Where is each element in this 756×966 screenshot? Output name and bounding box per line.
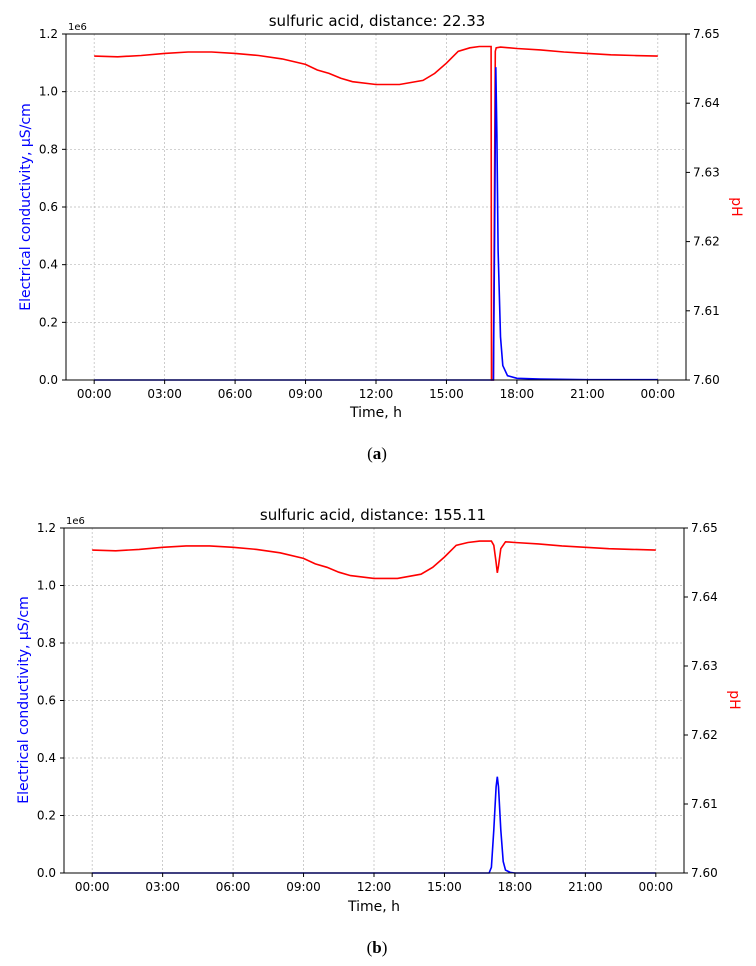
y-tick-label: 0.2 [37,809,56,823]
y-axis-left: 0.0 0.2 0.4 0.6 0.8 1.0 1.2 [39,27,66,387]
y-tick-label: 0.0 [37,866,56,880]
x-tick-label: 03:00 [147,387,182,401]
y2-tick-label: 7.61 [691,797,718,811]
grid [64,528,684,873]
y-axis-label: Electrical conductivity, µS/cm [16,596,32,803]
ph-series-line [92,540,656,580]
y2-tick-label: 7.64 [693,96,720,110]
x-axis-label: Time, h [349,405,402,421]
panel-b: sulfuric acid, distance: 155.11 1e6 00:0… [16,506,742,957]
y2-tick-label: 7.63 [693,165,720,179]
x-tick-label: 00:00 [641,387,676,401]
y2-axis-label: pH [728,197,744,216]
y-tick-label: 0.6 [39,200,58,214]
y2-tick-label: 7.65 [693,27,720,41]
y2-tick-label: 7.62 [693,235,720,249]
y-tick-label: 0.4 [39,258,58,272]
x-axis: 00:00 03:00 06:00 09:00 12:00 15:00 18:00 21:00… [75,873,673,894]
x-axis-label: Time, h [347,899,400,915]
y2-tick-label: 7.60 [693,373,720,387]
y2-tick-label: 7.63 [691,659,718,673]
y-tick-label: 1.2 [39,27,58,41]
x-tick-label: 21:00 [570,387,605,401]
ph-series-line [94,45,658,381]
x-tick-label: 06:00 [218,387,253,401]
series-layer [92,540,656,874]
y2-tick-label: 7.65 [691,521,718,535]
panel-caption: (b) [367,938,388,957]
y2-tick-label: 7.62 [691,728,718,742]
x-tick-label: 15:00 [427,880,462,894]
x-tick-label: 12:00 [359,387,394,401]
y-tick-label: 1.0 [37,579,56,593]
x-tick-label: 18:00 [498,880,533,894]
y-tick-label: 0.0 [39,373,58,387]
x-tick-label: 21:00 [568,880,603,894]
x-tick-label: 00:00 [639,880,674,894]
y-tick-label: 0.2 [39,315,58,329]
x-tick-label: 09:00 [286,880,321,894]
y-axis-right: 7.60 7.61 7.62 7.63 7.64 7.65 [686,27,720,387]
x-tick-label: 06:00 [216,880,251,894]
x-tick-label: 15:00 [429,387,464,401]
y-axis-right: 7.60 7.61 7.62 7.63 7.64 7.65 [684,521,718,880]
x-tick-label: 12:00 [357,880,392,894]
y-tick-label: 0.6 [37,694,56,708]
series-layer [94,45,658,381]
conductivity-series-line [92,776,656,874]
y2-tick-label: 7.61 [693,304,720,318]
y-tick-label: 0.4 [37,751,56,765]
x-tick-label: 03:00 [145,880,180,894]
x-tick-label: 00:00 [75,880,110,894]
panel-a: sulfuric acid, distance: 22.33 1e6 00:00… [18,12,744,463]
conductivity-series-line [94,67,658,381]
y-tick-label: 0.8 [37,636,56,650]
x-tick-label: 09:00 [288,387,323,401]
chart-title: sulfuric acid, distance: 155.11 [260,506,486,524]
y2-axis-label: pH [726,690,742,709]
y-tick-label: 0.8 [39,142,58,156]
x-tick-label: 18:00 [500,387,535,401]
y-axis-label: Electrical conductivity, µS/cm [18,103,34,310]
y-tick-label: 1.2 [37,521,56,535]
chart-title: sulfuric acid, distance: 22.33 [269,12,486,30]
y-offset-label: 1e6 [68,22,87,33]
grid [66,34,686,380]
y2-tick-label: 7.64 [691,590,718,604]
x-tick-label: 00:00 [77,387,112,401]
panel-caption: (a) [367,444,387,463]
y-axis-left: 0.0 0.2 0.4 0.6 0.8 1.0 1.2 [37,521,64,880]
y2-tick-label: 7.60 [691,866,718,880]
y-offset-label: 1e6 [66,516,85,527]
y-tick-label: 1.0 [39,85,58,99]
x-axis: 00:00 03:00 06:00 09:00 12:00 15:00 18:00 21:00… [77,380,675,401]
